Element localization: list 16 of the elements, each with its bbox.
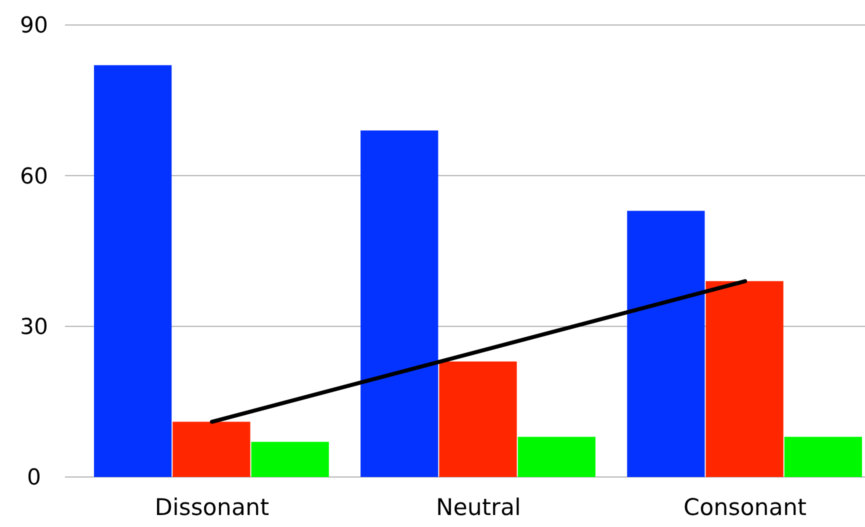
bar	[251, 442, 329, 477]
bar	[706, 281, 784, 477]
y-tick-label: 60	[20, 164, 48, 190]
bar	[518, 436, 596, 477]
x-tick-label: Dissonant	[154, 495, 270, 521]
bar	[172, 422, 250, 477]
bar	[627, 210, 705, 477]
bar	[439, 361, 517, 477]
x-tick-label: Consonant	[684, 495, 807, 521]
x-tick-label: Neutral	[436, 495, 521, 521]
y-tick-label: 0	[27, 466, 41, 491]
bar	[784, 436, 862, 477]
bar	[94, 65, 172, 477]
y-tick-label: 30	[20, 315, 48, 340]
y-tick-label: 90	[20, 14, 48, 39]
bar	[360, 130, 438, 477]
